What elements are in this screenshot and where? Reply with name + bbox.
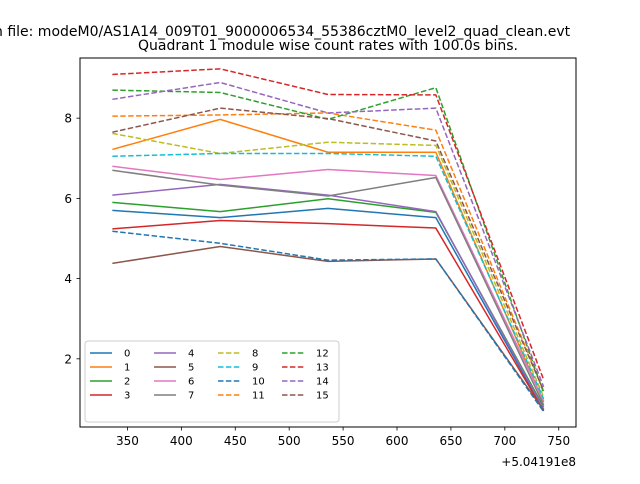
legend-entry-1: 1 <box>90 363 130 374</box>
x-tick-label: 450 <box>224 434 247 448</box>
legend-frame <box>84 340 340 423</box>
x-axis-offset-label: +5.04191e8 <box>501 455 576 469</box>
x-tick-label: 500 <box>278 434 301 448</box>
legend-label: 0 <box>124 349 130 360</box>
y-tick-label: 6 <box>64 192 72 206</box>
chart-title: Quadrant 1 module wise count rates with … <box>138 38 518 54</box>
legend-entry-12: 12 <box>282 349 329 360</box>
x-tick-label: 600 <box>386 434 409 448</box>
series-line-0 <box>112 207 545 411</box>
legend-entry-10: 10 <box>218 377 265 388</box>
series-line-15 <box>112 107 545 392</box>
x-axis: 350 400 450 500 550 600 650 700 750 <box>116 427 570 448</box>
legend-entry-9: 9 <box>218 363 258 374</box>
series-line-11 <box>112 112 545 392</box>
legend-entry-13: 13 <box>282 363 329 374</box>
legend-entry-14: 14 <box>282 377 329 388</box>
legend-entry-7: 7 <box>154 391 194 402</box>
legend-entry-11: 11 <box>218 391 265 402</box>
series-line-13 <box>112 68 545 380</box>
legend-label: 14 <box>316 377 329 388</box>
series-line-8 <box>112 132 545 398</box>
legend-label: 12 <box>316 349 329 360</box>
legend-label: 10 <box>252 377 265 388</box>
legend-label: 13 <box>316 363 329 374</box>
legend-label: 6 <box>188 377 194 388</box>
legend-entry-15: 15 <box>282 391 329 402</box>
legend-label: 7 <box>188 391 194 402</box>
y-axis: 2 4 6 8 <box>64 112 80 366</box>
series-layer <box>112 68 545 413</box>
series-line-3 <box>112 219 545 412</box>
x-tick-label: 550 <box>332 434 355 448</box>
series-line-14 <box>112 81 545 388</box>
series-line-7 <box>112 169 545 406</box>
series-line-1 <box>112 118 545 403</box>
series-line-9 <box>112 152 545 400</box>
series-line-10 <box>112 230 545 413</box>
legend-label: 15 <box>316 391 329 402</box>
legend-entry-2: 2 <box>90 377 130 388</box>
legend-entry-3: 3 <box>90 391 130 402</box>
legend-entry-0: 0 <box>90 349 130 360</box>
y-tick-label: 4 <box>64 272 72 286</box>
x-tick-label: 750 <box>547 434 570 448</box>
legend-label: 1 <box>124 363 130 374</box>
legend-label: 5 <box>188 363 194 374</box>
x-tick-label: 650 <box>439 434 462 448</box>
figure-suptitle: n file: modeM0/AS1A14_009T01_9000006534_… <box>0 24 571 40</box>
legend-entry-4: 4 <box>154 349 194 360</box>
legend-label: 8 <box>252 349 258 360</box>
legend-label: 9 <box>252 363 258 374</box>
legend-label: 2 <box>124 377 130 388</box>
legend-entry-6: 6 <box>154 377 194 388</box>
x-tick-label: 400 <box>170 434 193 448</box>
legend-entry-5: 5 <box>154 363 194 374</box>
legend-label: 11 <box>252 391 265 402</box>
series-line-6 <box>112 165 545 402</box>
legend-label: 3 <box>124 391 130 402</box>
legend-entry-8: 8 <box>218 349 258 360</box>
x-tick-label: 350 <box>116 434 139 448</box>
legend-label: 4 <box>188 349 194 360</box>
series-line-4 <box>112 183 545 410</box>
y-tick-label: 2 <box>64 352 72 366</box>
y-tick-label: 8 <box>64 112 72 126</box>
x-tick-label: 700 <box>493 434 516 448</box>
